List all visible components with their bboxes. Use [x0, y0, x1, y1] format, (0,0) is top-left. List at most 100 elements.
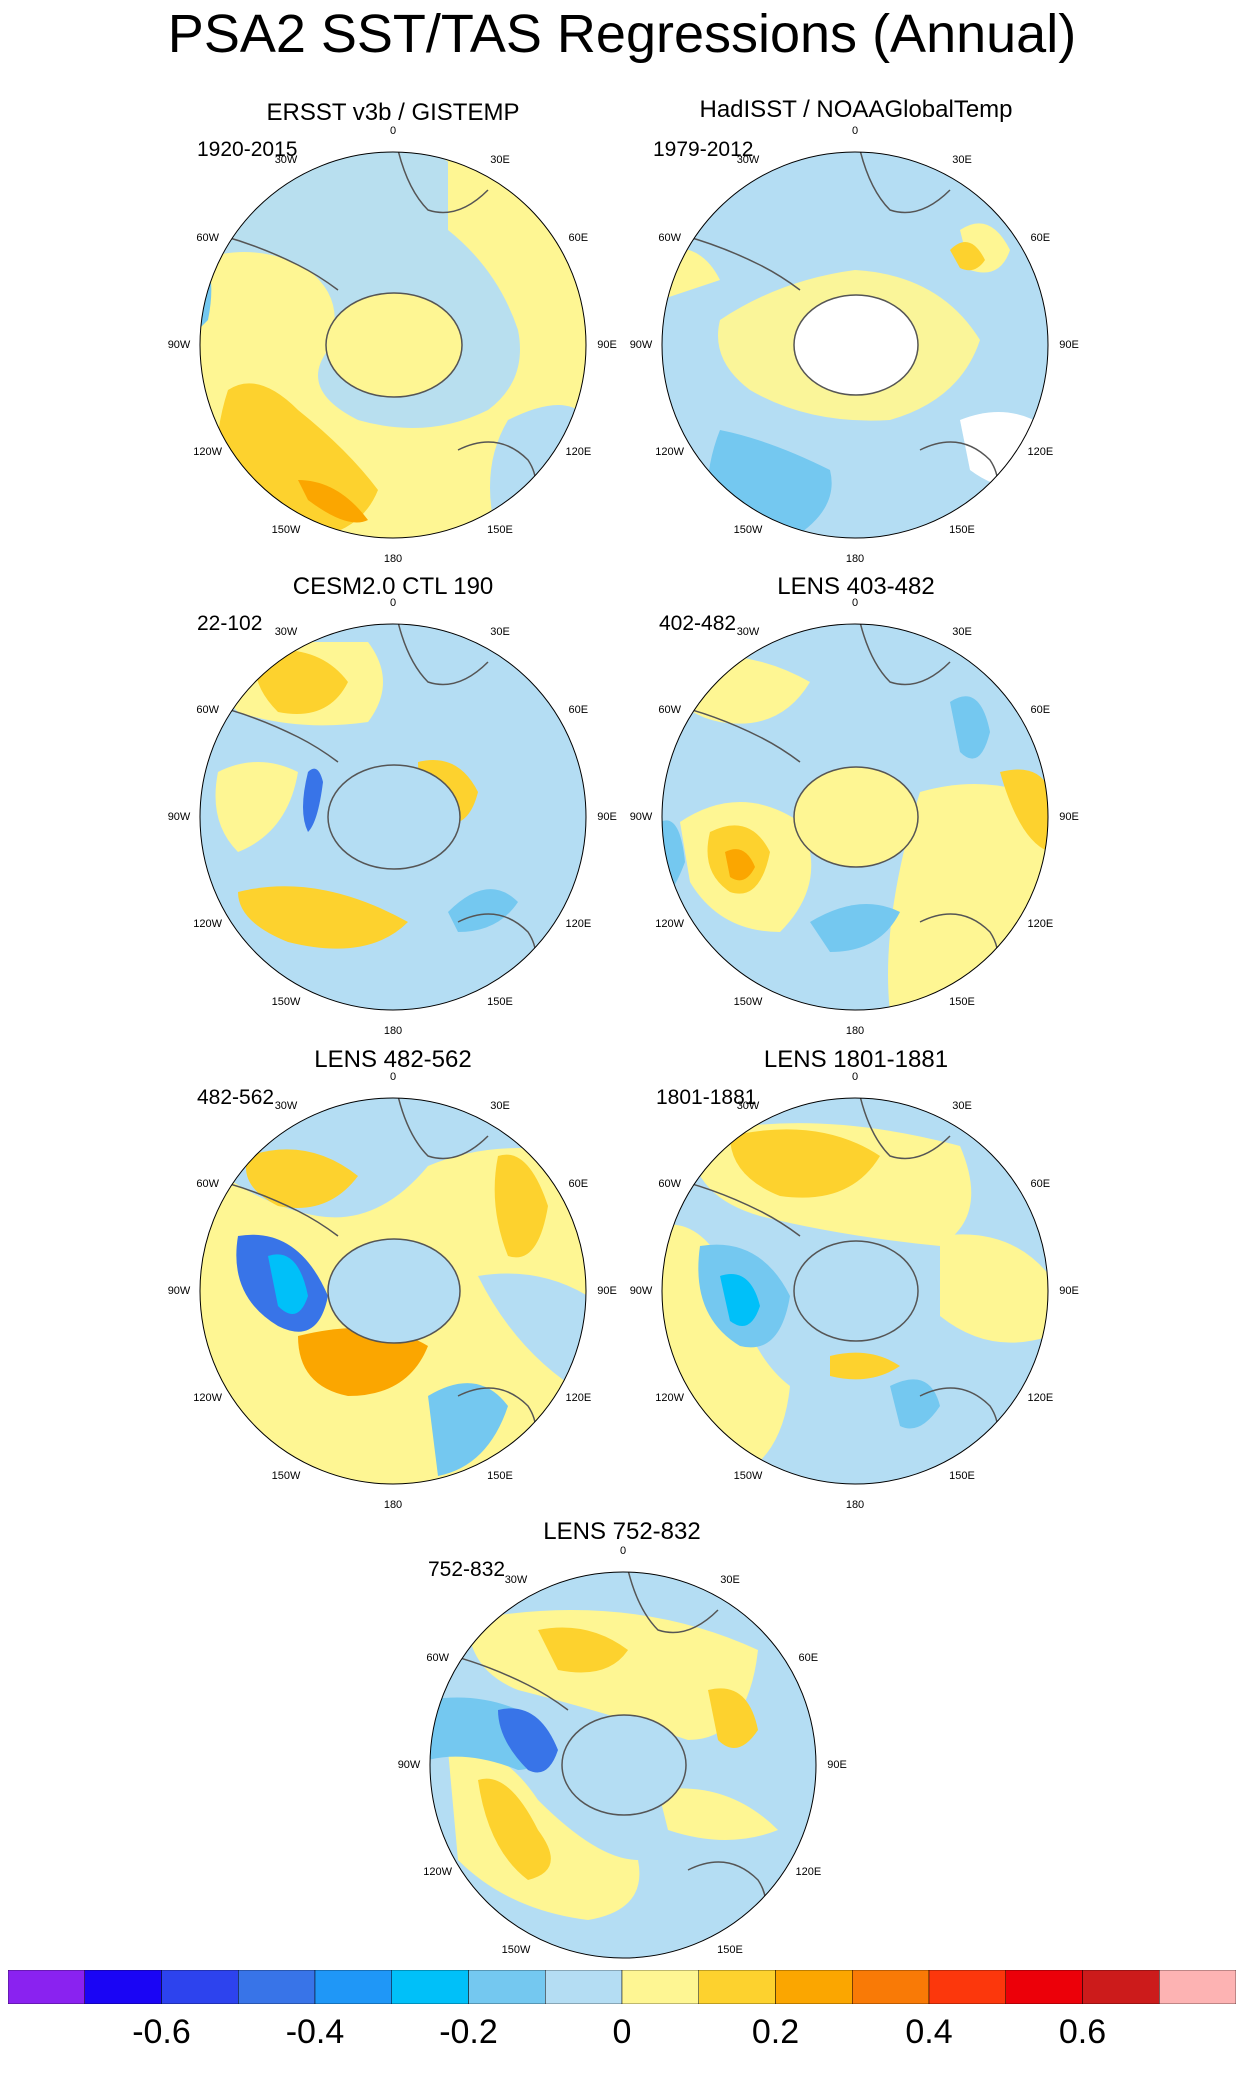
colorbar-tick-label: 0.2	[751, 2013, 800, 2051]
degree-label: 30E	[720, 1573, 740, 1586]
colorbar-tick-label: 0.4	[905, 2013, 953, 2051]
degree-label: 90W	[397, 1759, 421, 1771]
panel-title-cesm: CESM2.0 CTL 190	[292, 573, 494, 600]
degree-label: 60W	[196, 232, 219, 244]
degree-label: 180	[383, 553, 403, 565]
polar-map-hadisst	[661, 151, 1049, 539]
colorbar-swatch	[8, 1970, 85, 2004]
colorbar-swatch	[545, 1970, 623, 2004]
degree-label: 30E	[952, 153, 972, 166]
degree-label: 120W	[655, 1392, 685, 1404]
degree-label: 60E	[1030, 1178, 1051, 1190]
degree-label: 150E	[949, 996, 975, 1009]
period-ersst: 1920-2015	[197, 138, 298, 161]
degree-label: 30W	[736, 153, 760, 166]
degree-label: 120W	[423, 1866, 453, 1878]
panel-title-lens-403: LENS 403-482	[777, 573, 935, 600]
degree-label: 90W	[629, 811, 653, 823]
degree-label: 150W	[271, 996, 301, 1009]
figure-title: PSA2 SST/TAS Regressions (Annual)	[167, 4, 1077, 64]
degree-label: 30E	[490, 625, 510, 638]
colorbar-swatch	[1082, 1970, 1160, 2004]
degree-label: 30E	[952, 625, 972, 638]
degree-label: 120W	[655, 446, 685, 458]
period-lens-403: 402-482	[659, 612, 737, 635]
degree-label: 120W	[193, 1392, 223, 1404]
degree-label: 60E	[568, 1178, 589, 1190]
degree-label: 90E	[1059, 811, 1079, 823]
degree-label: 90E	[597, 811, 617, 823]
panel-title-lens-482: LENS 482-562	[314, 1046, 472, 1073]
polar-map-lens-1801	[661, 1097, 1049, 1485]
degree-label: 60W	[196, 704, 219, 716]
colorbar-tick-label: 0.6	[1058, 2013, 1107, 2051]
degree-label: 180	[383, 1499, 403, 1511]
degree-label: 120E	[565, 918, 592, 930]
colorbar-tick-label: -0.4	[285, 2013, 345, 2051]
colorbar-tick-label: -0.6	[132, 2013, 191, 2051]
degree-label: 60E	[1030, 704, 1051, 716]
degree-label: 90W	[629, 1285, 653, 1297]
degree-label: 180	[383, 1025, 403, 1037]
polar-map-cesm	[199, 623, 587, 1011]
period-cesm: 22-102	[197, 612, 263, 635]
colorbar-swatch	[314, 1970, 392, 2004]
colorbar	[8, 1970, 1236, 2004]
degree-label: 30W	[274, 153, 298, 166]
degree-label: 150W	[271, 1470, 301, 1483]
degree-label: 30W	[274, 1099, 298, 1112]
colorbar-swatch	[161, 1970, 239, 2004]
polar-map-lens-752	[429, 1571, 817, 1959]
period-lens-752: 752-832	[428, 1558, 506, 1581]
degree-label: 180	[845, 1499, 865, 1511]
degree-label: 150E	[487, 524, 513, 537]
degree-label: 120W	[193, 918, 223, 930]
degree-label: 60E	[1030, 232, 1051, 244]
degree-label: 120E	[565, 446, 592, 458]
degree-label: 150W	[733, 996, 763, 1009]
colorbar-swatch	[1005, 1970, 1083, 2004]
degree-label: 120E	[1027, 918, 1054, 930]
degree-label: 30W	[736, 625, 760, 638]
colorbar-tick-label: -0.2	[439, 2013, 498, 2051]
degree-label: 60W	[426, 1652, 449, 1664]
degree-label: 60W	[196, 1178, 219, 1190]
colorbar-swatch	[928, 1970, 1006, 2004]
degree-label: 60E	[568, 232, 589, 244]
degree-label: 30E	[490, 153, 510, 166]
panel-title-hadisst: HadISST / NOAAGlobalTemp	[699, 96, 1013, 123]
degree-label: 150W	[271, 524, 301, 537]
degree-label: 0	[389, 597, 397, 609]
degree-label: 120E	[1027, 446, 1054, 458]
colorbar-swatch	[238, 1970, 316, 2004]
degree-label: 150E	[949, 1470, 975, 1483]
period-hadisst: 1979-2012	[653, 138, 754, 161]
degree-label: 150W	[733, 1470, 763, 1483]
degree-label: 30W	[736, 1099, 760, 1112]
degree-label: 90E	[1059, 339, 1079, 351]
degree-label: 60W	[658, 704, 681, 716]
colorbar-swatch	[775, 1970, 853, 2004]
colorbar-swatch	[84, 1970, 162, 2004]
colorbar-swatch	[698, 1970, 776, 2004]
panel-title-lens-752: LENS 752-832	[543, 1518, 701, 1545]
degree-label: 120W	[655, 918, 685, 930]
degree-label: 90W	[629, 339, 653, 351]
degree-label: 0	[389, 125, 397, 137]
period-lens-482: 482-562	[197, 1086, 275, 1109]
degree-label: 90W	[167, 811, 191, 823]
degree-label: 30W	[274, 625, 298, 638]
colorbar-tick-label: 0	[612, 2013, 632, 2051]
degree-label: 60W	[658, 1178, 681, 1190]
colorbar-swatch	[468, 1970, 546, 2004]
colorbar-swatch	[621, 1970, 699, 2004]
degree-label: 180	[845, 1025, 865, 1037]
degree-label: 180	[845, 553, 865, 565]
degree-label: 150E	[949, 524, 975, 537]
degree-label: 90W	[167, 339, 191, 351]
degree-label: 90E	[1059, 1285, 1079, 1297]
degree-label: 120E	[565, 1392, 592, 1404]
degree-label: 90W	[167, 1285, 191, 1297]
degree-label: 30E	[952, 1099, 972, 1112]
degree-label: 0	[851, 597, 859, 609]
